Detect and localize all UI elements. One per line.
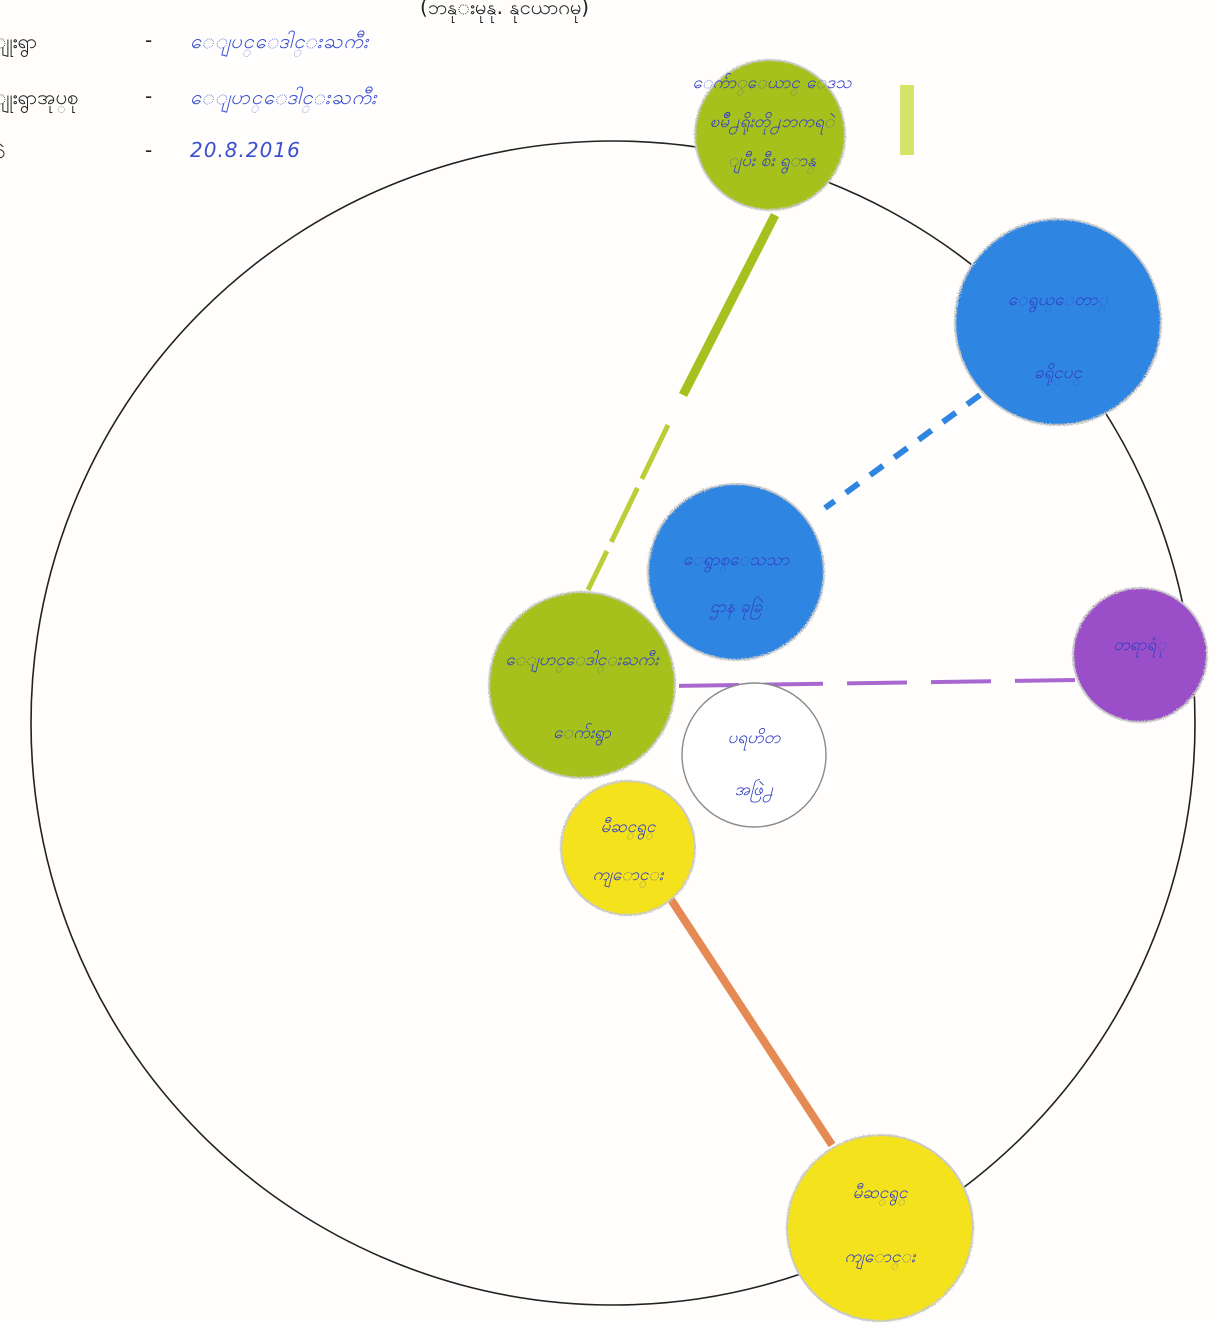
connector-market	[671, 678, 1076, 688]
connector-school	[664, 892, 836, 1148]
node-text: ေ​ရွ​ယ္​ေ​တာ္	[1008, 290, 1109, 313]
node-school-small: မီ​ဆင္​ရွ​င္​ ကျ​ောင္း	[560, 780, 696, 916]
node-text: ေက်ာ္​ေ​ယာ​င္ ေ​ဒ​သ	[692, 73, 852, 96]
node-school-large: မီ​ဆင္​ရွ​င္​ ကျ​ောင္း	[786, 1134, 974, 1322]
meta-dash: -	[145, 138, 153, 162]
node-text: မီ​ဆင္​ရွ​င္​	[601, 817, 656, 840]
meta-value: 20.8.2016	[190, 138, 301, 162]
node-text: ဌာ​န​ ​ခု​ခြဲ	[709, 596, 764, 620]
node-ngo: ပ​ရ​ဟိ​တ အ​ဖြဲ႕	[681, 682, 827, 828]
meta-dash: -	[145, 28, 153, 52]
node-text: ေက်း​ရွာ	[553, 723, 612, 746]
node-text: ေ​ျ​ပာ​င္​ေ​ဒါ​င္း​ႀ​ကီး	[505, 650, 660, 673]
node-health-dept: ေ​ရွ​ယ္​ေ​တာ္ ခ​ရိုင္​ပင္	[954, 218, 1162, 426]
node-text: ၿ​မိဳ႕​ရိုး​တို႕​ဘ​က​ရ​ဲ	[710, 112, 836, 135]
connector-township-faint	[585, 423, 671, 592]
node-township-education: ေက်ာ္​ေ​ယာ​င္ ေ​ဒ​သ ၿ​မိဳ႕​ရိုး​တို႕​ဘ​က…	[692, 59, 914, 211]
node-text: အ​ဖြဲ႕	[735, 779, 774, 803]
node-text: တ​ရာ​ရံု	[1113, 635, 1167, 658]
header-title: (ဘ​နု​းမုနု. နုငယာဂမု)	[420, 0, 590, 19]
meta-value: ေ​ျ​ပာ​င္​ေ​ဒါ​င္း​ႀ​ကီး	[190, 85, 378, 109]
node-rural-health-center: ေ​ရွာ​စ္​ေ​သ​သာ ဌာ​န​ ​ခု​ခြဲ	[647, 483, 825, 661]
meta-label: စဲ	[0, 138, 5, 168]
node-text: ေ​ရွာ​စ္​ေ​သ​သာ	[683, 550, 790, 573]
node-text: ပ​ရ​ဟိ​တ	[728, 728, 781, 751]
node-text: မီ​ဆင္​ရွ​င္​	[853, 1183, 908, 1206]
node-text: ျ​ပီး ​စီး​ ရွ​ာ​န္	[728, 151, 816, 174]
meta-label: ျုး​ရွာ​အုပ္​စု	[0, 85, 79, 109]
node-village: ေ​ျ​ပာ​င္​ေ​ဒါ​င္း​ႀ​ကီး ေက်း​ရွာ	[488, 591, 676, 779]
meta-value: ေ​ျ​ပင္​ေ​ဒါ​င္း​ႀ​ကီး	[190, 29, 370, 53]
connector-health-dept	[823, 392, 982, 511]
meta-label: ျုး​ရွာ	[0, 29, 38, 53]
connector-township-solid	[678, 212, 780, 398]
node-market: တ​ရာ​ရံု	[1072, 587, 1208, 723]
node-text: ခ​ရိုင္​ပင္	[1034, 363, 1082, 386]
community-boundary-circle	[30, 140, 1196, 1306]
node-text: ကျ​ောင္း	[593, 865, 665, 888]
meta-dash: -	[145, 84, 153, 108]
node-text: ကျ​ောင္း	[845, 1247, 917, 1270]
